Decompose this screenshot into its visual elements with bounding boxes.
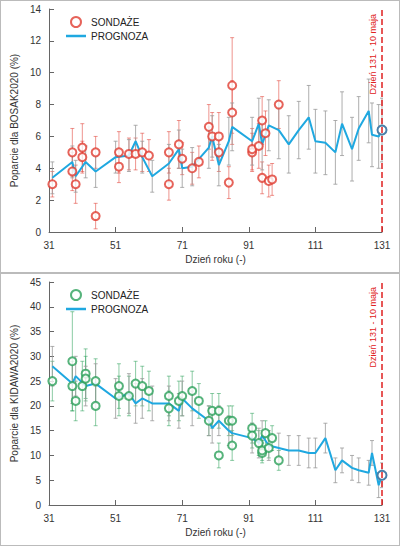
svg-text:25: 25: [30, 376, 42, 387]
svg-text:2: 2: [35, 195, 41, 206]
svg-text:0: 0: [35, 227, 41, 238]
svg-text:111: 111: [308, 513, 324, 524]
svg-text:Dzień roku (-): Dzień roku (-): [185, 254, 246, 265]
svg-text:Dzień roku (-): Dzień roku (-): [185, 527, 246, 538]
svg-text:51: 51: [110, 513, 122, 524]
svg-text:20: 20: [30, 400, 42, 411]
svg-text:5: 5: [35, 475, 41, 486]
svg-text:91: 91: [243, 513, 255, 524]
svg-text:Dzień 131 - 10 maja: Dzień 131 - 10 maja: [368, 14, 378, 95]
svg-text:15: 15: [30, 425, 42, 436]
svg-text:Poparcie dla BOSAK2020 (%): Poparcie dla BOSAK2020 (%): [9, 54, 20, 187]
svg-text:51: 51: [110, 240, 122, 251]
svg-text:12: 12: [30, 35, 42, 46]
svg-text:SONDAŻE: SONDAŻE: [91, 16, 140, 28]
svg-text:71: 71: [177, 240, 189, 251]
svg-text:10: 10: [30, 67, 42, 78]
svg-text:10: 10: [30, 450, 42, 461]
svg-text:6: 6: [35, 131, 41, 142]
svg-text:31: 31: [43, 240, 55, 251]
svg-text:PROGNOZA: PROGNOZA: [91, 304, 149, 315]
svg-text:31: 31: [43, 513, 55, 524]
svg-text:111: 111: [308, 240, 324, 251]
svg-text:Dzień 131 - 10 maja: Dzień 131 - 10 maja: [368, 287, 378, 368]
svg-text:4: 4: [35, 163, 41, 174]
svg-text:14: 14: [30, 4, 42, 15]
svg-text:131: 131: [374, 240, 391, 251]
svg-text:30: 30: [30, 351, 42, 362]
svg-text:91: 91: [243, 240, 255, 251]
svg-text:PROGNOZA: PROGNOZA: [91, 31, 149, 42]
svg-text:71: 71: [177, 513, 189, 524]
svg-text:35: 35: [30, 326, 42, 337]
svg-text:8: 8: [35, 99, 41, 110]
svg-text:40: 40: [30, 301, 42, 312]
svg-text:45: 45: [30, 277, 42, 288]
svg-text:131: 131: [374, 513, 391, 524]
svg-text:Poparcie dla KIDAWA2020 (%): Poparcie dla KIDAWA2020 (%): [9, 325, 20, 463]
svg-text:SONDAŻE: SONDAŻE: [91, 289, 140, 301]
svg-text:0: 0: [35, 500, 41, 511]
